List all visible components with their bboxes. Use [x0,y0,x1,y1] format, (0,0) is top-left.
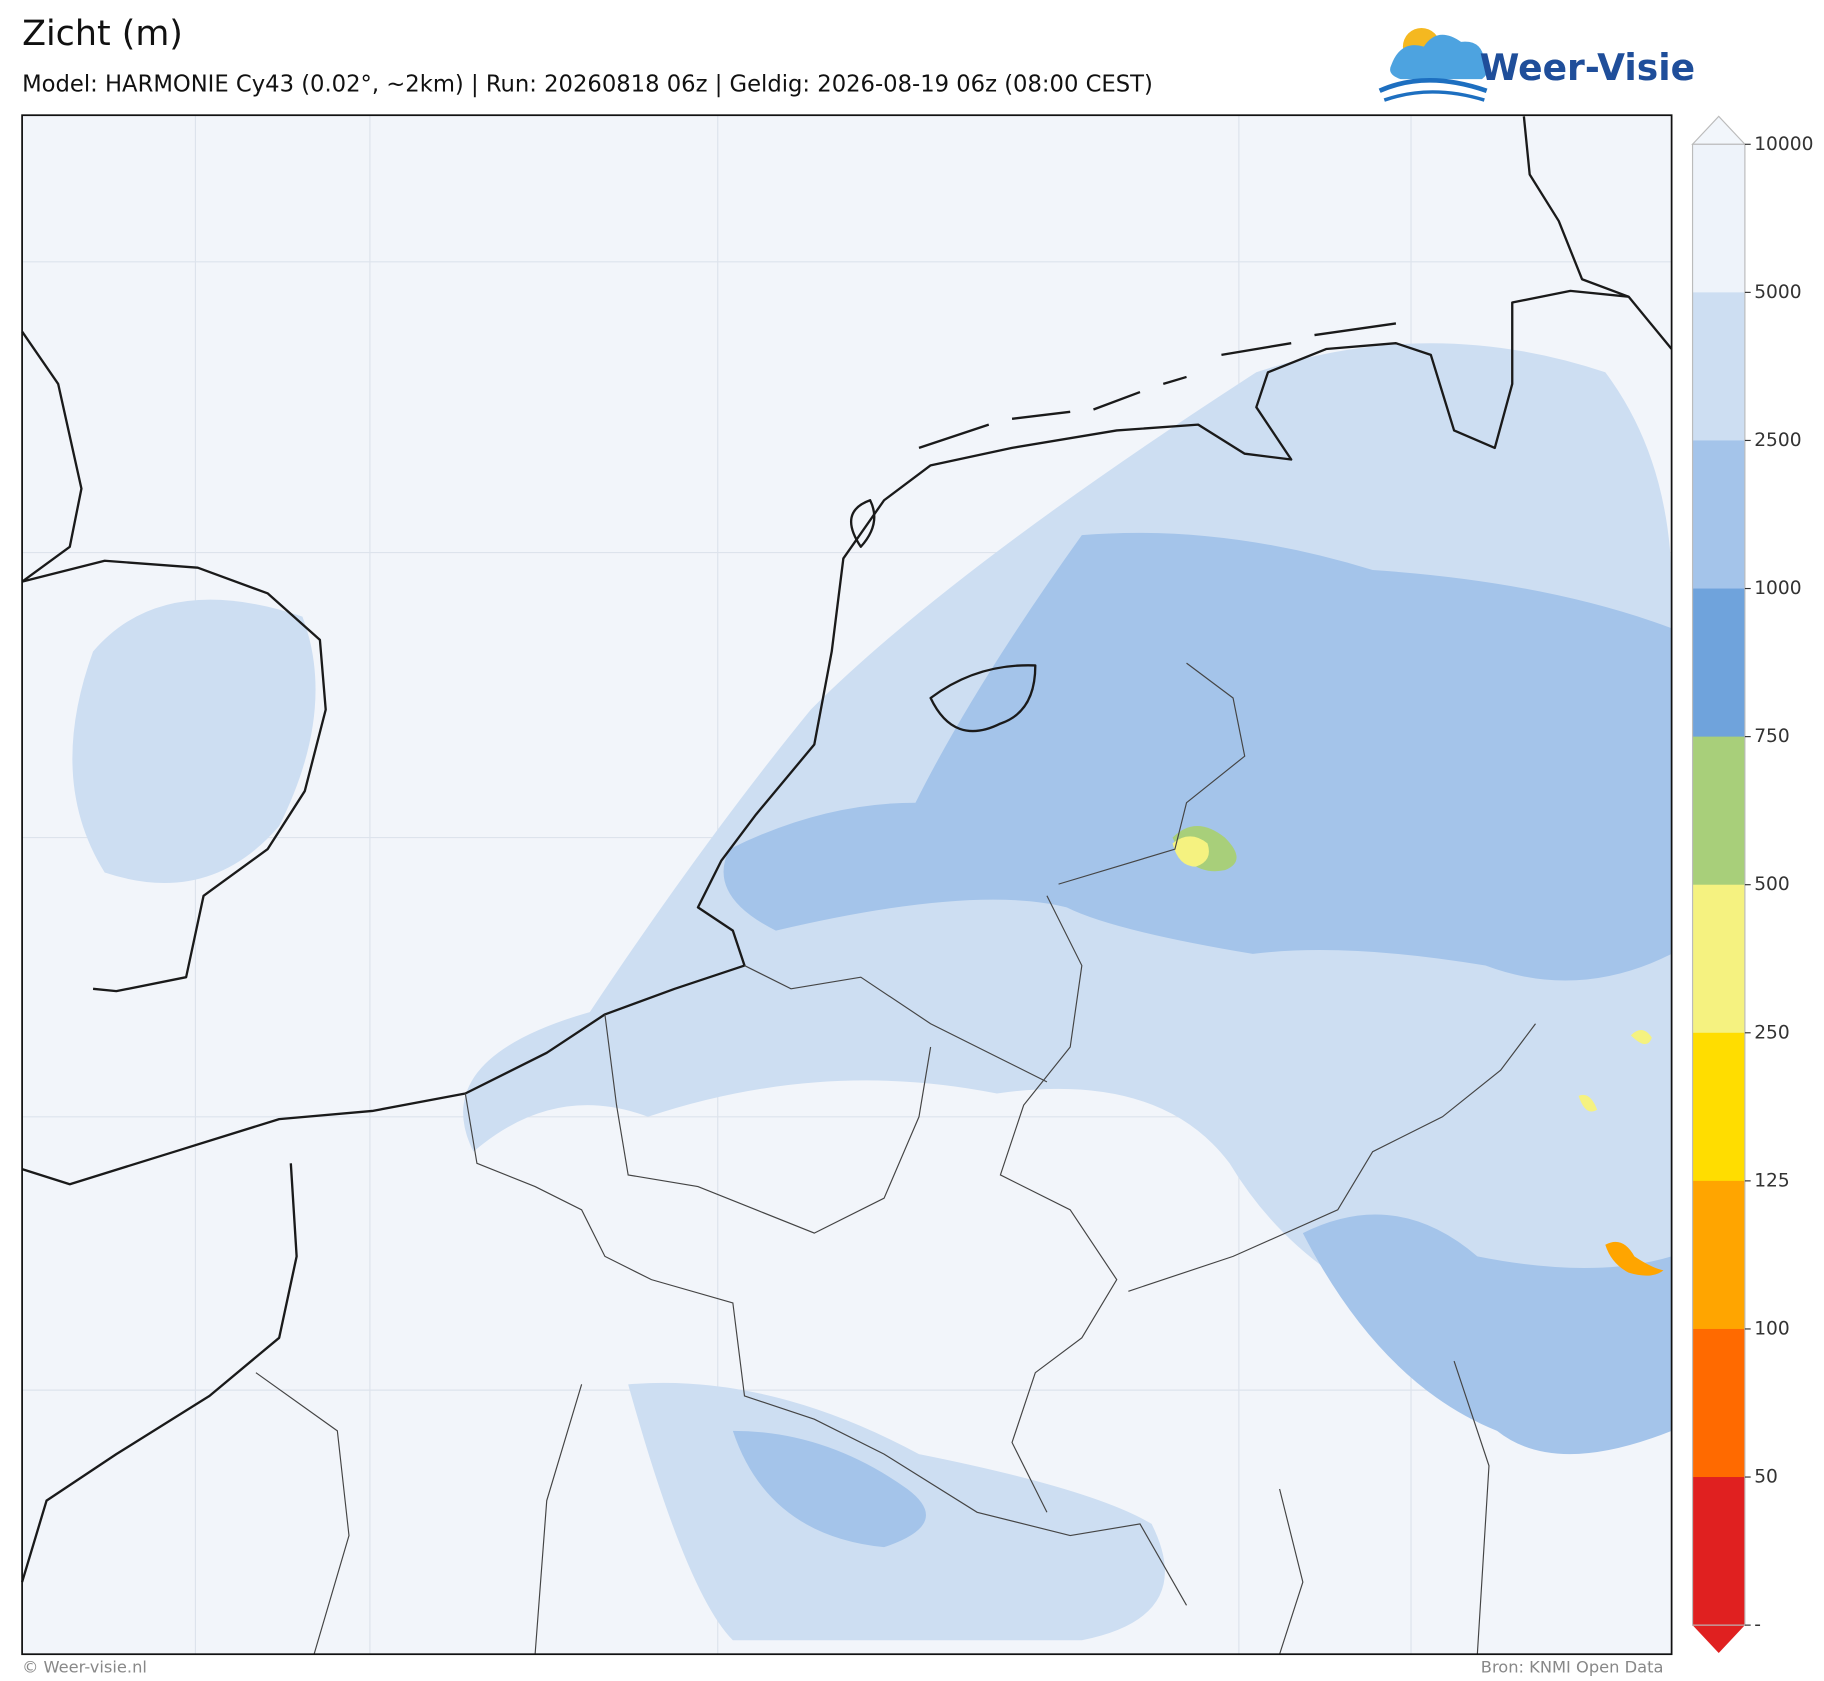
colorbar-tick-label: 50 [1754,1467,1778,1488]
visibility-field [72,343,1672,1641]
colorbar-tick-label: 100 [1754,1318,1790,1339]
logo: Weer-Visie [1378,27,1695,102]
logo-wave [1383,90,1485,102]
coastlines [21,116,1673,1186]
colorbar-tick-label: 750 [1754,726,1790,747]
colorbar-segment [1692,1328,1745,1478]
footer-left: © Weer-visie.nl [22,1658,147,1677]
field-area [1172,836,1209,867]
colorbar-tick-label: 2500 [1754,430,1801,451]
colorbar-segment [1692,292,1745,442]
coastline [21,559,327,993]
map-frame [21,114,1673,1656]
colorbar-tick-label: 10000 [1754,134,1813,155]
logo-wave [1378,78,1488,93]
field-area [1578,1094,1598,1112]
colorbar-segment [1692,440,1745,590]
map [20,114,1673,1656]
logo-cloud [1390,34,1489,80]
field-area [1605,1241,1664,1276]
colorbar-segment [1692,588,1745,738]
colorbar-segment [1692,1477,1745,1626]
logo-text: Weer-Visie [1480,47,1695,89]
border-line [999,895,1118,1513]
coastline [21,289,1673,1186]
colorbar-tick-label: 5000 [1754,282,1801,303]
field-area [72,599,316,883]
colorbar-segment [1692,1032,1745,1182]
border-line [744,965,1048,1083]
colorbar-tick-label: 500 [1754,874,1790,895]
border-line [1128,1023,1536,1292]
subtitle: Model: HARMONIE Cy43 (0.02°, ~2km) | Run… [22,71,1153,97]
colorbar-segment [1692,1180,1745,1330]
colorbar-segment [1692,884,1745,1034]
field-area [732,1430,926,1548]
title: Zicht (m) [22,14,183,54]
colorbar-tick-label: 250 [1754,1022,1790,1043]
field-area [1302,1214,1672,1455]
coastline [1522,116,1629,298]
footer-right: Bron: KNMI Open Data [1481,1658,1664,1677]
coastline [850,322,1397,548]
field-area [1630,1030,1652,1045]
border-line [464,1093,1188,1606]
colorbar-tick-label: - [1754,1615,1761,1636]
coastline [20,1163,298,1583]
colorbar: 10000 5000 2500 1000 750 500 250 125 100 50 - [1691,115,1813,1654]
coastline [21,330,83,583]
colorbar-tick-label: 1000 [1754,578,1801,599]
border-line [604,1014,932,1234]
colorbar-extension-under [1692,1625,1745,1654]
border-line [1058,662,1246,885]
border-line [255,1360,1490,1655]
colorbar-tick-label: 125 [1754,1170,1790,1191]
field-area [723,532,1672,981]
colorbar-extension-over [1691,115,1747,145]
coastline [929,664,1037,733]
borders [255,662,1536,1655]
colorbar-segment [1692,736,1745,886]
colorbar-segment [1692,144,1745,293]
